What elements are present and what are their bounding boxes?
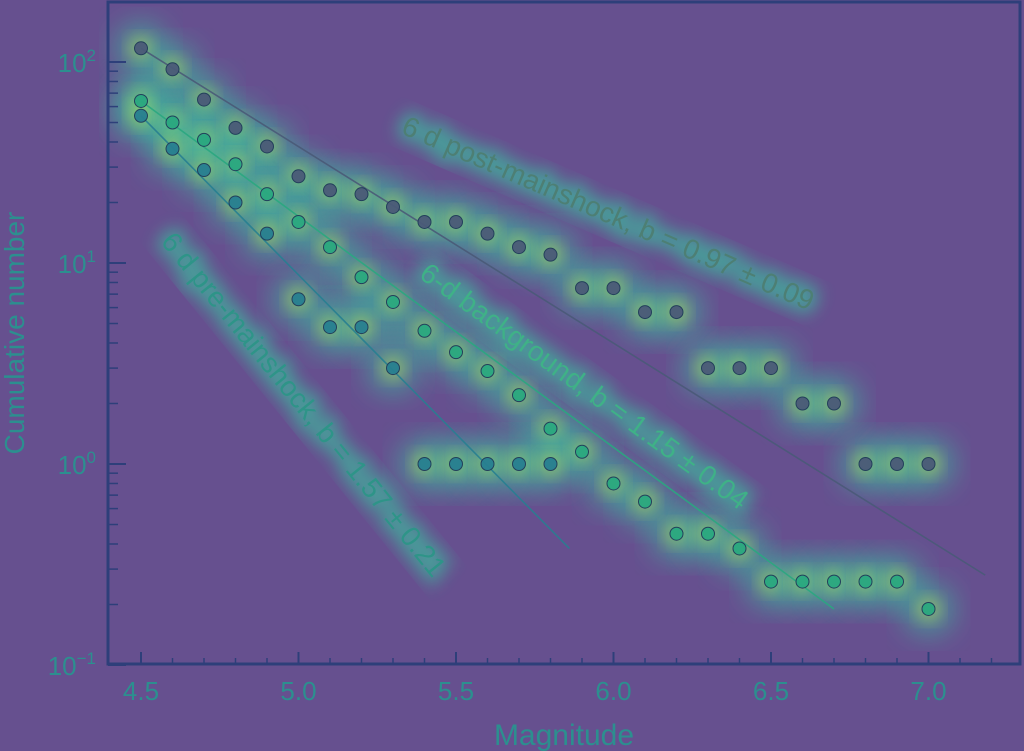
y-tick-label: 101 <box>58 247 96 279</box>
point-background <box>890 574 904 589</box>
point-post <box>921 457 936 471</box>
point-background <box>543 421 558 436</box>
point-pre <box>543 457 558 471</box>
point-pre <box>228 195 243 210</box>
point-background <box>228 157 243 172</box>
point-post <box>165 62 180 77</box>
point-background <box>165 115 180 130</box>
point-background <box>858 574 873 589</box>
point-post <box>512 240 526 255</box>
point-pre <box>134 108 148 123</box>
point-pre <box>417 457 432 471</box>
point-background <box>134 93 148 108</box>
point-post <box>386 199 400 214</box>
x-tick-label: 6.5 <box>753 676 789 706</box>
point-pre <box>386 361 400 376</box>
point-pre <box>197 163 211 178</box>
point-background <box>449 345 463 360</box>
point-background <box>921 601 936 616</box>
point-background <box>197 132 211 147</box>
point-post <box>134 41 148 56</box>
point-post <box>606 281 621 296</box>
point-background <box>417 323 432 338</box>
fit-line-post <box>140 47 986 576</box>
point-background <box>732 541 747 556</box>
point-post <box>417 214 432 229</box>
point-pre <box>512 457 526 471</box>
point-background <box>795 574 810 589</box>
point-background <box>606 476 621 491</box>
point-background <box>354 270 369 285</box>
point-post <box>575 281 589 296</box>
x-tick-label: 5.5 <box>438 676 474 706</box>
plot-frame <box>106 0 1022 666</box>
point-post <box>449 214 463 229</box>
fit-lines <box>140 47 986 610</box>
point-background <box>260 187 274 202</box>
point-post <box>480 226 495 241</box>
x-tick-label: 5.0 <box>280 676 316 706</box>
point-post <box>638 305 652 320</box>
y-tick-label: 10−1 <box>48 649 96 681</box>
data-points <box>134 41 936 616</box>
point-post <box>795 396 810 411</box>
point-pre <box>260 226 274 241</box>
point-background <box>701 526 715 541</box>
point-background <box>323 240 337 255</box>
point-pre <box>291 292 306 307</box>
point-post <box>291 169 306 184</box>
point-post <box>669 305 684 320</box>
point-post <box>260 139 274 154</box>
point-post <box>228 120 243 135</box>
y-tick-label: 100 <box>58 448 96 480</box>
point-post <box>732 361 747 376</box>
point-background <box>669 526 684 541</box>
y-axis-label: Cumulative number <box>0 212 30 455</box>
point-background <box>512 388 526 403</box>
point-background <box>827 574 841 589</box>
point-post <box>827 396 841 411</box>
point-post <box>354 187 369 202</box>
x-tick-label: 4.5 <box>123 676 159 706</box>
point-pre <box>323 320 337 335</box>
point-post <box>197 92 211 107</box>
x-axis-label: Magnitude <box>494 719 634 751</box>
axis-ticks: 4.5 5.0 5.5 6.0 6.5 7.0 10−1 100 101 102 <box>48 46 993 706</box>
point-post <box>323 183 337 198</box>
point-background <box>764 574 778 589</box>
x-tick-label: 7.0 <box>910 676 946 706</box>
x-tick-label: 6.0 <box>595 676 631 706</box>
point-pre <box>480 457 495 471</box>
point-post <box>543 247 558 262</box>
point-pre <box>449 457 463 471</box>
point-post <box>701 361 715 376</box>
fit-line-pre <box>140 115 570 550</box>
point-background <box>480 364 495 379</box>
point-pre <box>165 141 180 156</box>
point-background <box>575 444 589 459</box>
point-pre <box>354 320 369 335</box>
fit-line-background <box>140 100 835 610</box>
point-background <box>638 494 652 509</box>
y-tick-label: 102 <box>58 46 96 78</box>
point-background <box>291 214 306 229</box>
point-post <box>858 457 873 471</box>
point-post <box>764 361 778 376</box>
point-post <box>890 457 904 471</box>
point-background <box>386 294 400 309</box>
